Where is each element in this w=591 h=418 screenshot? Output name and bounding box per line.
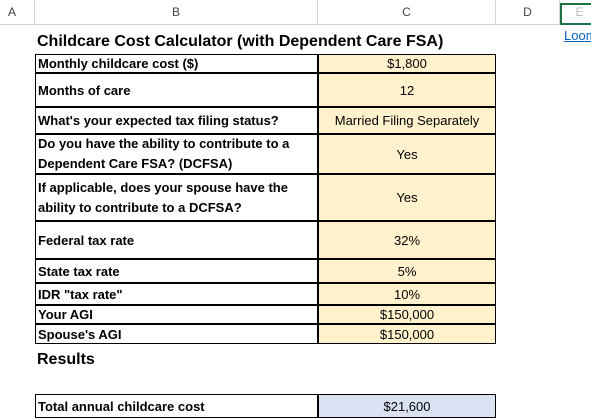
column-header-d[interactable]: D	[496, 0, 560, 24]
input-state-rate[interactable]: 5%	[318, 259, 496, 283]
sheet-title: Childcare Cost Calculator (with Dependen…	[37, 33, 444, 50]
worksheet-grid[interactable]: Childcare Cost Calculator (with Dependen…	[0, 25, 591, 418]
column-header-b[interactable]: B	[35, 0, 318, 24]
row-label-filing-status[interactable]: What's your expected tax filing status?	[35, 107, 318, 134]
input-filing-status[interactable]: Married Filing Separately	[318, 107, 496, 134]
input-your-agi[interactable]: $150,000	[318, 305, 496, 324]
results-heading: Results	[37, 351, 95, 368]
input-months[interactable]: 12	[318, 73, 496, 107]
result-label-annual-cost[interactable]: Total annual childcare cost	[35, 394, 318, 418]
row-label-your-agi[interactable]: Your AGI	[35, 305, 318, 324]
column-header-c[interactable]: C	[318, 0, 496, 24]
row-label-spouse-agi[interactable]: Spouse's AGI	[35, 324, 318, 344]
row-label-dcfsa-spouse[interactable]: If applicable, does your spouse have the…	[35, 174, 318, 221]
selected-cell[interactable]	[560, 3, 591, 25]
row-label-monthly-cost[interactable]: Monthly childcare cost ($)	[35, 54, 318, 73]
input-dcfsa-spouse[interactable]: Yes	[318, 174, 496, 221]
row-label-federal-rate[interactable]: Federal tax rate	[35, 221, 318, 259]
loom-link[interactable]: Loom	[564, 28, 591, 43]
row-label-idr-rate[interactable]: IDR "tax rate"	[35, 283, 318, 305]
row-label-months[interactable]: Months of care	[35, 73, 318, 107]
column-header-bar: A B C D E	[0, 0, 591, 25]
input-federal-rate[interactable]: 32%	[318, 221, 496, 259]
input-idr-rate[interactable]: 10%	[318, 283, 496, 305]
input-dcfsa-self[interactable]: Yes	[318, 134, 496, 174]
row-label-dcfsa-self[interactable]: Do you have the ability to contribute to…	[35, 134, 318, 174]
input-monthly-cost[interactable]: $1,800	[318, 54, 496, 73]
result-annual-cost[interactable]: $21,600	[318, 394, 496, 418]
column-header-a[interactable]: A	[0, 0, 35, 24]
row-label-state-rate[interactable]: State tax rate	[35, 259, 318, 283]
column-header-e[interactable]: E	[560, 0, 591, 24]
input-spouse-agi[interactable]: $150,000	[318, 324, 496, 344]
